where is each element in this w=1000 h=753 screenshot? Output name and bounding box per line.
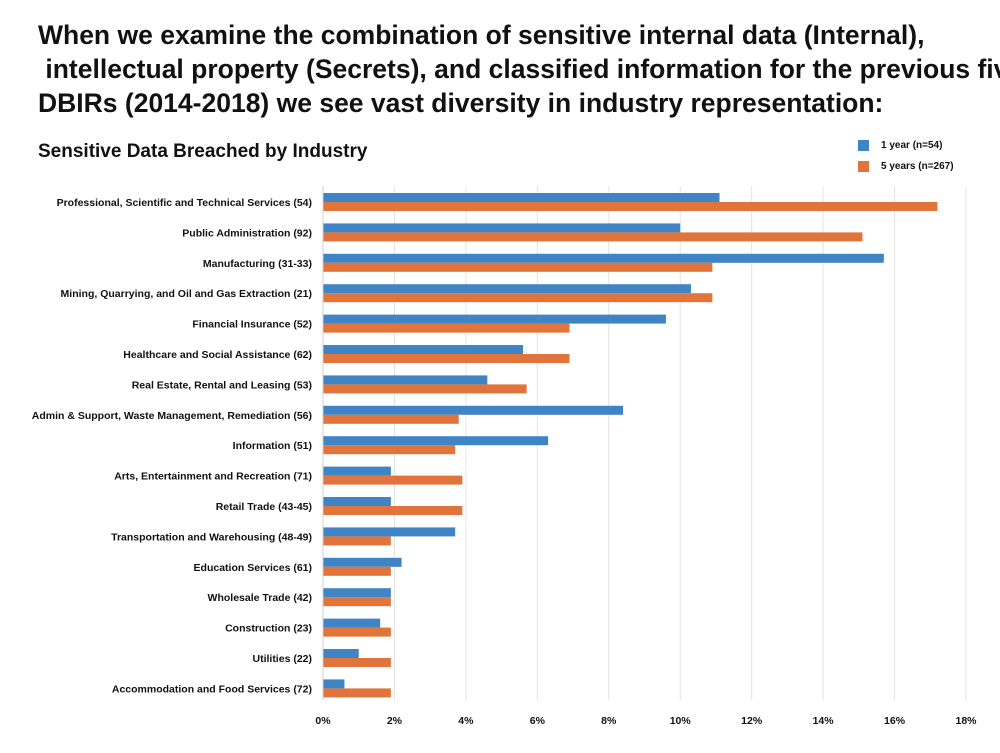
category-label: Admin & Support, Waste Management, Remed…	[32, 410, 312, 422]
x-tick-label: 8%	[601, 715, 617, 727]
category-label: Education Services (61)	[194, 562, 312, 574]
x-tick-label: 10%	[670, 715, 692, 727]
x-tick-label: 0%	[315, 715, 331, 727]
bar-series-2	[323, 384, 527, 394]
bar-series-2	[323, 414, 459, 424]
bar-series-1	[323, 527, 456, 537]
bar-series-1	[323, 405, 624, 415]
bar-series-2	[323, 475, 463, 485]
category-label: Accommodation and Food Services (72)	[112, 683, 312, 695]
bar-series-1	[323, 345, 524, 354]
x-tick-label: 16%	[884, 715, 906, 727]
category-label: Real Estate, Rental and Leasing (53)	[132, 379, 312, 391]
bar-series-1	[323, 618, 381, 628]
category-label: Public Administration (92)	[182, 227, 312, 239]
bar-series-2	[323, 293, 713, 303]
x-tick-label: 18%	[955, 715, 977, 727]
category-label: Mining, Quarrying, and Oil and Gas Extra…	[61, 288, 312, 300]
headline: When we examine the combination of sensi…	[38, 18, 1000, 120]
bar-series-2	[323, 536, 391, 546]
x-tick-label: 14%	[813, 715, 835, 727]
category-label: Arts, Entertainment and Recreation (71)	[114, 471, 312, 483]
bar-series-1	[323, 436, 549, 446]
category-label: Utilities (22)	[252, 653, 312, 665]
bar-series-1	[323, 679, 345, 689]
bar-series-2	[323, 445, 456, 455]
category-label: Wholesale Trade (42)	[208, 592, 312, 604]
bar-series-2	[323, 627, 391, 637]
legend-item-series-1: 1 year (n=54)	[858, 139, 954, 151]
category-label: Manufacturing (31-33)	[203, 258, 312, 270]
category-label: Information (51)	[233, 440, 312, 452]
bar-series-2	[323, 262, 713, 272]
category-label: Retail Trade (43-45)	[216, 501, 312, 513]
bar-series-1	[323, 588, 391, 598]
chart-legend: 1 year (n=54) 5 years (n=267)	[858, 139, 954, 181]
bar-series-1	[323, 375, 488, 385]
bar-series-1	[323, 314, 666, 324]
category-label: Transportation and Warehousing (48-49)	[111, 531, 312, 543]
bar-series-2	[323, 232, 863, 242]
legend-label-series-1: 1 year (n=54)	[881, 139, 943, 151]
x-tick-label: 2%	[387, 715, 403, 727]
headline-line-1: When we examine the combination of sensi…	[38, 20, 925, 50]
bar-series-1	[323, 253, 884, 263]
bar-series-1	[323, 223, 681, 233]
legend-swatch-series-2	[858, 160, 869, 172]
bar-series-2	[323, 323, 570, 333]
bar-series-1	[323, 649, 359, 658]
category-label: Construction (23)	[225, 623, 312, 635]
bar-series-1	[323, 193, 720, 202]
bar-series-1	[323, 284, 691, 294]
legend-item-series-2: 5 years (n=267)	[858, 160, 954, 172]
category-label: Professional, Scientific and Technical S…	[57, 197, 312, 209]
bar-series-2	[323, 354, 570, 363]
bar-series-2	[323, 506, 463, 515]
category-label: Healthcare and Social Assistance (62)	[123, 349, 312, 361]
headline-line-2: intellectual property (Secrets), and cla…	[38, 54, 1000, 84]
bar-series-2	[323, 688, 391, 698]
x-tick-label: 12%	[741, 715, 763, 727]
bar-series-2	[323, 202, 938, 211]
bar-series-1	[323, 557, 402, 567]
x-tick-label: 4%	[458, 715, 474, 727]
bar-series-1	[323, 497, 391, 506]
bar-series-2	[323, 658, 391, 667]
headline-line-3: DBIRs (2014-2018) we see vast diversity …	[38, 88, 884, 118]
bar-series-2	[323, 597, 391, 607]
legend-label-series-2: 5 years (n=267)	[881, 160, 954, 172]
bar-series-2	[323, 566, 391, 576]
bar-series-1	[323, 466, 391, 476]
x-tick-label: 6%	[530, 715, 546, 727]
category-label: Financial Insurance (52)	[192, 319, 312, 331]
legend-swatch-series-1	[858, 139, 869, 151]
chart-title: Sensitive Data Breached by Industry	[38, 141, 368, 162]
